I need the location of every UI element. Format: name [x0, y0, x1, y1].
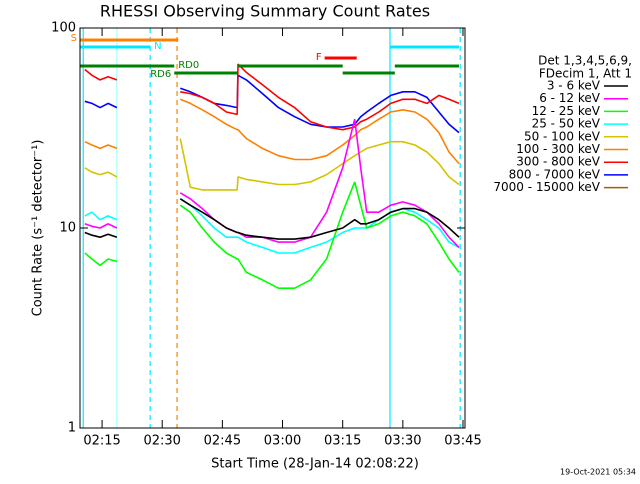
series-line: [84, 198, 460, 254]
y-tick-label: 100: [51, 21, 76, 36]
x-tick-label: 02:15: [83, 434, 120, 449]
y-tick-label: 1: [68, 421, 76, 436]
legend-label: 50 - 100 keV: [524, 129, 601, 143]
y-tick-label: 10: [59, 221, 76, 236]
legend-label: 6 - 12 keV: [539, 91, 601, 105]
series-line: [84, 63, 460, 131]
legend-label: 800 - 7000 keV: [509, 167, 601, 181]
legend-label: 3 - 6 keV: [547, 79, 601, 93]
legend-label: 100 - 300 keV: [516, 142, 600, 156]
legend-title: Det 1,3,4,5,6,9,: [538, 54, 632, 68]
legend-title: FDecim 1, Att 1: [539, 67, 632, 81]
legend-label: 300 - 800 keV: [516, 155, 600, 169]
chart-title: RHESSI Observing Summary Count Rates: [100, 2, 430, 21]
flag-label: RD0: [178, 60, 199, 71]
x-tick-label: 02:30: [143, 434, 180, 449]
x-tick-label: 03:00: [264, 434, 301, 449]
flag-label: RD6: [150, 69, 171, 80]
x-tick-label: 02:45: [204, 434, 241, 449]
flag-label: N: [154, 41, 161, 52]
x-tick-label: 03:45: [444, 434, 481, 449]
series-line: [84, 181, 460, 289]
flag-label: S: [71, 33, 77, 44]
x-axis-label: Start Time (28-Jan-14 02:08:22): [211, 457, 419, 472]
series-line: [84, 138, 460, 191]
legend-label: 12 - 25 keV: [532, 104, 601, 118]
y-axis-label: Count Rate (s⁻¹ detector⁻¹): [31, 140, 46, 317]
flag-label: F: [316, 52, 322, 63]
legend-label: 25 - 50 keV: [532, 117, 601, 131]
x-tick-label: 03:15: [324, 434, 361, 449]
legend-label: 7000 - 15000 keV: [493, 180, 600, 194]
series-line: [84, 98, 460, 165]
x-tick-label: 03:30: [384, 434, 421, 449]
footer: 19-Oct-2021 05:34: [560, 468, 636, 477]
series-line: [84, 198, 460, 240]
